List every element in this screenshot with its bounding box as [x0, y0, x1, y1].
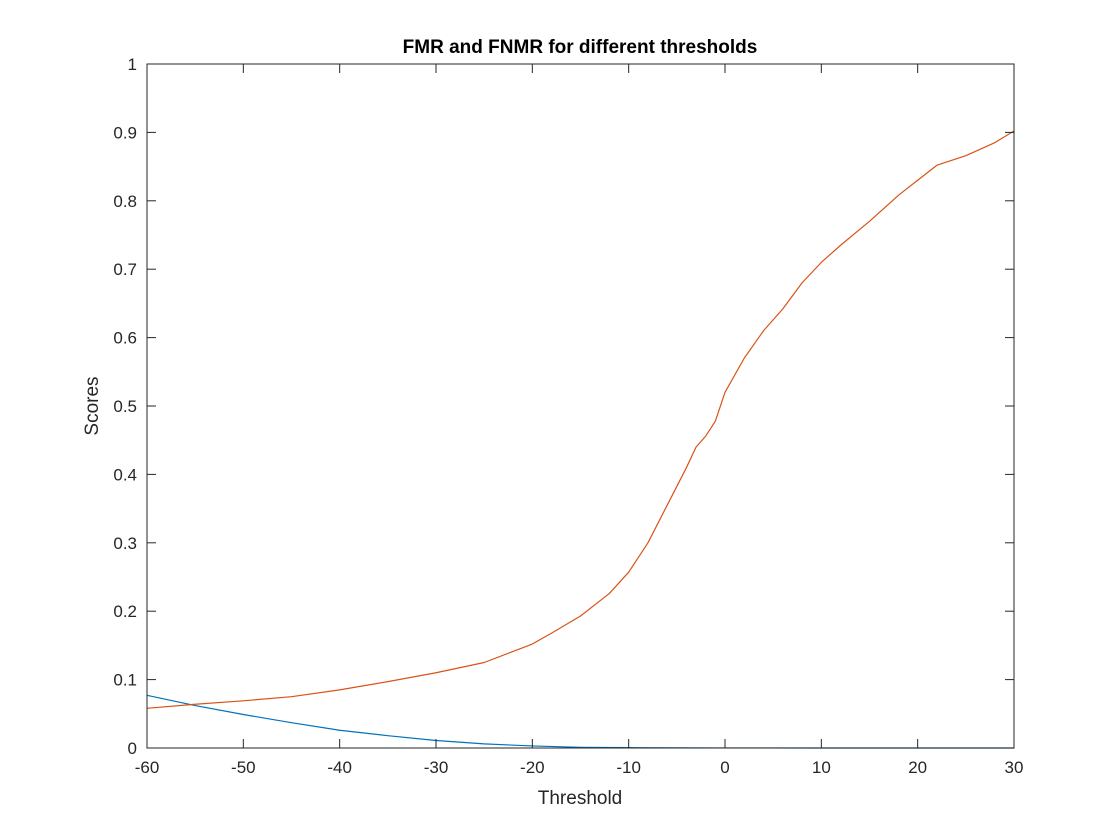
x-tick-label: 10	[812, 758, 831, 777]
ticks-layer: -60 -50 -40 -30 -20 -10 0 10 20 30 0 0.1 0.2 0.3 0.4 0.…	[113, 55, 1023, 777]
x-tick-label: -40	[327, 758, 352, 777]
x-tick-label: -10	[616, 758, 641, 777]
x-axis-title: Threshold	[538, 788, 623, 809]
x-tick-label: -20	[520, 758, 545, 777]
y-tick-label: 0.4	[113, 465, 137, 484]
x-tick-label: -30	[424, 758, 449, 777]
x-tick-label: -60	[135, 758, 160, 777]
y-tick-label: 0.3	[113, 534, 137, 553]
y-tick-label: 0.8	[113, 192, 137, 211]
chart-title: FMR and FNMR for different thresholds	[403, 37, 758, 58]
y-tick-label: 0	[128, 739, 137, 758]
x-tick-label: 0	[720, 758, 729, 777]
y-tick-label: 0.5	[113, 397, 137, 416]
y-tick-label: 0.7	[113, 260, 137, 279]
x-tick-label: 30	[1005, 758, 1024, 777]
x-tick-label: -50	[231, 758, 256, 777]
y-tick-label: 0.9	[113, 123, 137, 142]
x-tick-label: 20	[908, 758, 927, 777]
y-axis-title: Scores	[82, 376, 103, 435]
y-tick-label: 1	[128, 55, 137, 74]
y-tick-label: 0.2	[113, 602, 137, 621]
y-tick-label: 0.1	[113, 671, 137, 690]
y-tick-label: 0.6	[113, 329, 137, 348]
series-line-2	[146, 130, 1015, 709]
